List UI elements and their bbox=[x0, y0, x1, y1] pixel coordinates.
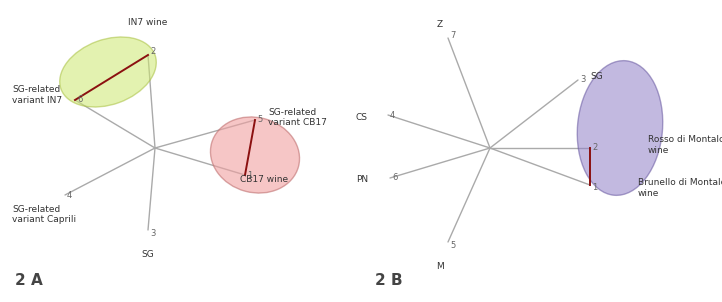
Text: CB17 wine: CB17 wine bbox=[240, 175, 288, 185]
Text: Brunello di Montalcino
wine: Brunello di Montalcino wine bbox=[638, 178, 722, 198]
Text: 4: 4 bbox=[67, 191, 72, 200]
Text: SG-related
variant CB17: SG-related variant CB17 bbox=[268, 108, 327, 127]
Ellipse shape bbox=[60, 37, 156, 107]
Text: SG: SG bbox=[142, 250, 155, 259]
Ellipse shape bbox=[210, 117, 300, 193]
Text: 2 B: 2 B bbox=[375, 273, 403, 288]
Ellipse shape bbox=[578, 61, 663, 195]
Text: Z: Z bbox=[437, 20, 443, 29]
Text: 6: 6 bbox=[77, 95, 82, 104]
Text: 3: 3 bbox=[580, 76, 586, 85]
Text: 2 A: 2 A bbox=[15, 273, 43, 288]
Text: SG: SG bbox=[590, 72, 603, 81]
Text: 5: 5 bbox=[450, 240, 456, 249]
Text: IN7 wine: IN7 wine bbox=[129, 18, 168, 27]
Text: 5: 5 bbox=[257, 115, 262, 124]
Text: CS: CS bbox=[356, 114, 368, 123]
Text: 2: 2 bbox=[592, 143, 597, 153]
Text: 6: 6 bbox=[392, 174, 397, 182]
Text: M: M bbox=[436, 262, 444, 271]
Text: 1: 1 bbox=[247, 171, 252, 179]
Text: Rosso di Montalcino
wine: Rosso di Montalcino wine bbox=[648, 135, 722, 155]
Text: 2: 2 bbox=[150, 47, 155, 56]
Text: 1: 1 bbox=[592, 182, 597, 191]
Text: PN: PN bbox=[356, 175, 368, 185]
Text: 3: 3 bbox=[150, 229, 155, 237]
Text: SG-related
variant Caprili: SG-related variant Caprili bbox=[12, 205, 76, 224]
Text: 4: 4 bbox=[390, 111, 395, 120]
Text: SG-related
variant IN7: SG-related variant IN7 bbox=[12, 85, 62, 105]
Text: 7: 7 bbox=[450, 31, 456, 40]
